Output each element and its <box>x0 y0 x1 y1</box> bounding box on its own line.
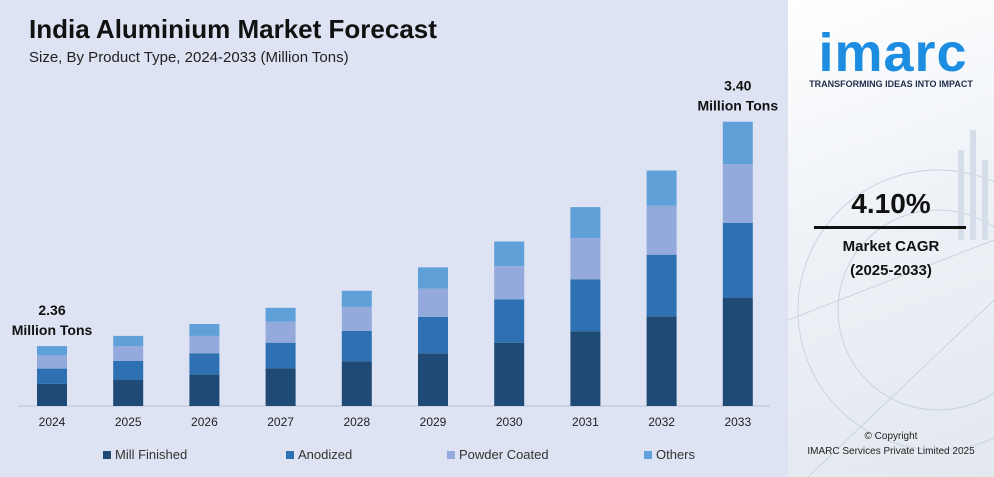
bar-2028-mill-finished <box>341 361 372 406</box>
bar-2033-mill-finished <box>722 297 753 406</box>
copyright-notice: © Copyright <box>864 431 918 442</box>
info-panel: imarc TRANSFORMING IDEAS INTO IMPACT 4.1… <box>788 0 994 477</box>
bar-2031-anodized <box>570 279 601 332</box>
bar-2026-others <box>189 324 220 336</box>
legend-swatch <box>644 450 652 459</box>
x-tick-label: 2031 <box>572 415 599 429</box>
legend-item-mill-finished: Mill Finished <box>103 447 187 462</box>
legend-label: Others <box>656 447 696 462</box>
bar-2033-powder-coated <box>722 164 753 223</box>
cagr-label: Market CAGR <box>842 238 940 255</box>
x-tick-label: 2030 <box>496 415 523 429</box>
imarc-logo: imarc <box>818 23 968 83</box>
x-tick-label: 2026 <box>191 415 218 429</box>
copyright-holder: IMARC Services Private Limited 2025 <box>807 446 975 457</box>
legend-label: Mill Finished <box>115 447 188 462</box>
bar-2024-powder-coated <box>37 355 67 369</box>
logo-tagline: TRANSFORMING IDEAS INTO IMPACT <box>809 79 973 89</box>
bar-2025-powder-coated <box>113 346 144 361</box>
bar-2025-mill-finished <box>113 379 144 406</box>
bar-2025-anodized <box>113 360 144 380</box>
bar-2031-mill-finished <box>570 331 601 406</box>
bar-2026-powder-coated <box>189 335 220 354</box>
bar-2026-mill-finished <box>189 374 220 406</box>
bar-2032-anodized <box>646 254 677 317</box>
bar-2031-others <box>570 207 601 239</box>
legend-swatch <box>447 450 455 459</box>
bar-2033-others <box>722 121 753 165</box>
background-decoration <box>788 130 994 477</box>
bar-2030-anodized <box>494 299 525 343</box>
bar-2032-mill-finished <box>646 316 677 406</box>
annotation-unit-2033: Million Tons <box>697 98 778 114</box>
legend-item-powder-coated: Powder Coated <box>447 447 549 462</box>
x-tick-label: 2027 <box>267 415 294 429</box>
legend-label: Anodized <box>298 447 353 462</box>
cagr-divider <box>814 226 966 229</box>
legend-swatch <box>286 450 294 459</box>
legend-item-anodized: Anodized <box>286 447 352 462</box>
bar-2024-others <box>37 346 67 356</box>
bar-2029-anodized <box>418 316 448 354</box>
bar-2029-others <box>418 267 448 289</box>
annotation-value-2024: 2.36 <box>38 302 65 318</box>
annotation-value-2033: 3.40 <box>724 78 751 94</box>
chart-panel: India Aluminium Market Forecast Size, By… <box>0 0 788 477</box>
bar-2027-others <box>265 307 296 322</box>
bar-2024-anodized <box>37 368 67 384</box>
bar-2027-mill-finished <box>265 368 296 406</box>
bar-2028-others <box>341 290 372 307</box>
bar-2027-anodized <box>265 342 296 369</box>
cagr-period: (2025-2033) <box>850 262 932 279</box>
bar-2031-powder-coated <box>570 238 601 280</box>
x-tick-label: 2025 <box>115 415 142 429</box>
bar-2028-anodized <box>341 330 372 362</box>
bar-2027-powder-coated <box>265 321 296 343</box>
bar-2025-others <box>113 335 144 347</box>
bar-2032-others <box>646 170 677 206</box>
x-tick-label: 2024 <box>39 415 66 429</box>
x-tick-label: 2028 <box>343 415 370 429</box>
chart-title: India Aluminium Market Forecast <box>29 14 437 44</box>
bar-2033-anodized <box>722 222 753 298</box>
x-tick-label: 2029 <box>420 415 447 429</box>
bar-2029-powder-coated <box>418 288 448 317</box>
x-tick-label: 2032 <box>648 415 675 429</box>
legend-swatch <box>103 450 111 459</box>
bar-2030-others <box>494 241 525 267</box>
stacked-bar-chart: 2024 2025 2026 2027 2028 2029 2030 2031 2032 2033… <box>12 78 779 429</box>
chart-subtitle: Size, By Product Type, 2024-2033 (Millio… <box>29 49 349 66</box>
legend-item-others: Others <box>644 447 695 462</box>
bar-2026-anodized <box>189 353 220 375</box>
chart-legend: Mill Finished Anodized Powder Coated Others <box>0 447 788 465</box>
x-tick-label: 2033 <box>724 415 751 429</box>
bar-2032-powder-coated <box>646 205 677 255</box>
bar-2030-mill-finished <box>494 342 525 406</box>
bar-2029-mill-finished <box>418 353 448 406</box>
annotation-unit-2024: Million Tons <box>12 322 93 338</box>
legend-label: Powder Coated <box>459 447 549 462</box>
bar-2028-powder-coated <box>341 307 372 331</box>
bar-2024-mill-finished <box>37 383 67 406</box>
bar-2030-powder-coated <box>494 266 525 300</box>
cagr-value: 4.10% <box>851 188 931 219</box>
